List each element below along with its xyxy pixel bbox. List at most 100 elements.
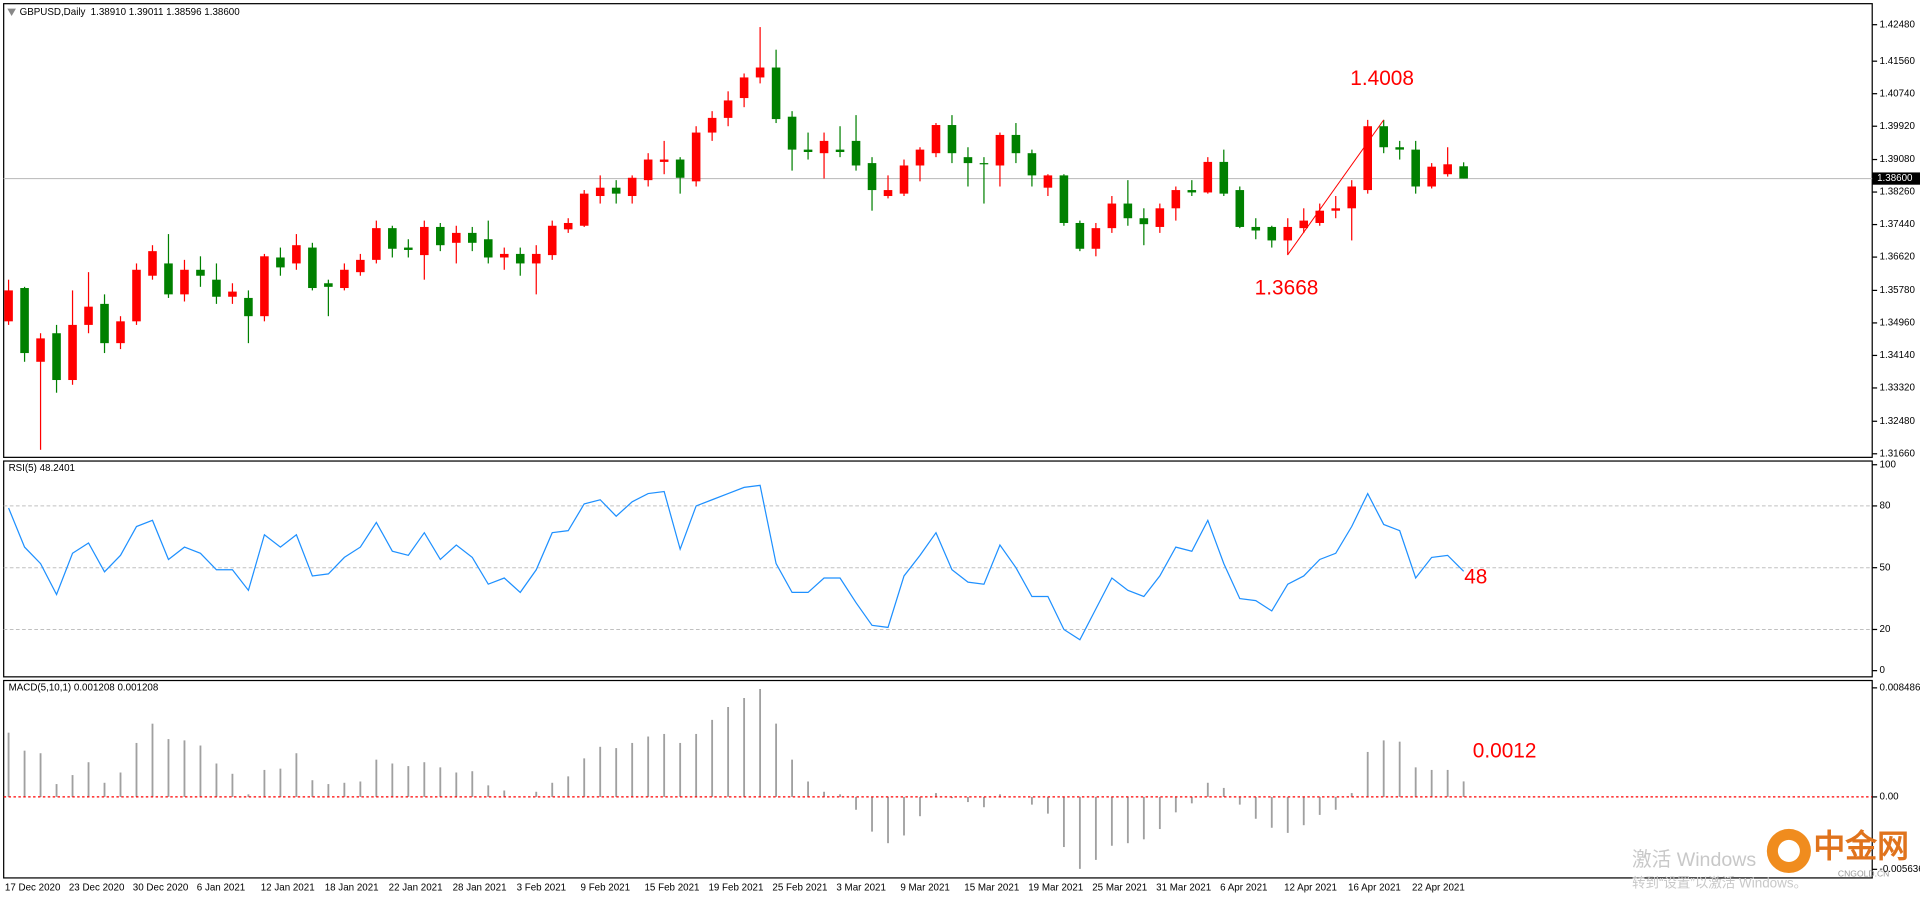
- y-tick-label: 1.32480: [1880, 416, 1916, 427]
- candle-body: [467, 232, 477, 243]
- candle-body: [1091, 228, 1101, 249]
- candle-body: [931, 125, 941, 154]
- candle-body: [212, 279, 221, 297]
- candle-body: [691, 132, 701, 182]
- x-tick-label: 9 Feb 2021: [581, 882, 631, 893]
- last-price-box: [1872, 172, 1920, 185]
- candle-body: [164, 263, 173, 295]
- x-tick-label: 17 Dec 2020: [5, 882, 61, 893]
- annotation: 1.3668: [1255, 277, 1319, 300]
- candle-body: [68, 324, 77, 381]
- candle-body: [1123, 203, 1133, 219]
- x-tick-label: 19 Mar 2021: [1028, 882, 1083, 893]
- candle-body: [324, 283, 333, 287]
- quote: 1.38910 1.39011 1.38596 1.38600: [91, 7, 241, 18]
- candle-body: [1363, 126, 1372, 191]
- y-tick-label: 1.35780: [1880, 285, 1916, 296]
- candle-body: [292, 245, 301, 264]
- y-tick-label: 0.008486: [1880, 682, 1920, 693]
- candle-body: [1443, 164, 1452, 175]
- candle-body: [643, 159, 653, 181]
- y-tick-label: 1.34960: [1880, 318, 1916, 329]
- candle-body: [867, 163, 877, 191]
- candle-body: [595, 187, 605, 197]
- candle-body: [563, 222, 573, 230]
- x-tick-label: 28 Jan 2021: [453, 882, 507, 893]
- x-tick-label: 25 Feb 2021: [772, 882, 827, 893]
- y-tick-label: 1.34140: [1880, 350, 1916, 361]
- x-tick-label: 30 Dec 2020: [133, 882, 189, 893]
- candle-body: [1395, 147, 1404, 150]
- candle-body: [963, 157, 973, 164]
- candle-body: [1187, 190, 1197, 193]
- candle-body: [659, 159, 669, 162]
- annotation: 0.0012: [1473, 740, 1537, 763]
- candle-body: [1155, 208, 1165, 227]
- candle-body: [1171, 190, 1181, 209]
- candle-body: [116, 321, 125, 344]
- candle-body: [499, 253, 509, 258]
- candle-body: [308, 247, 317, 289]
- candle-body: [1379, 126, 1388, 148]
- x-tick-label: 12 Jan 2021: [261, 882, 315, 893]
- candle-body: [196, 269, 205, 276]
- candle-body: [547, 225, 557, 256]
- macd-panel: [3, 679, 1873, 879]
- y-tick-label: 0.00: [1880, 792, 1900, 803]
- candle-body: [148, 251, 157, 276]
- x-tick-label: 3 Feb 2021: [517, 882, 567, 893]
- candle-body: [611, 187, 621, 194]
- x-tick-label: 23 Dec 2020: [69, 882, 125, 893]
- candle-body: [20, 288, 29, 354]
- y-tick-label: 1.31660: [1880, 448, 1916, 459]
- candle-body: [755, 67, 765, 78]
- rsi-line: [8, 484, 1465, 641]
- x-tick-label: 12 Apr 2021: [1284, 882, 1337, 893]
- x-tick-label: 3 Mar 2021: [836, 882, 886, 893]
- macd-title: MACD(5,10,1) 0.001208 0.001208: [9, 682, 159, 693]
- candle-body: [100, 303, 109, 344]
- candle-body: [579, 193, 589, 226]
- x-tick-label: 25 Mar 2021: [1092, 882, 1147, 893]
- candle-body: [1027, 153, 1037, 176]
- x-tick-label: 9 Mar 2021: [900, 882, 950, 893]
- candle-body: [4, 290, 13, 322]
- chart-title: GBPUSD,Daily: [20, 7, 86, 18]
- candle-body: [1251, 226, 1261, 231]
- candle-body: [436, 226, 445, 246]
- y-tick-label: 1.41560: [1880, 56, 1916, 67]
- candle-body: [1219, 161, 1229, 194]
- candle-body: [1427, 166, 1436, 187]
- candle-body: [515, 253, 525, 264]
- price-panel: [3, 3, 1873, 458]
- candle-body: [675, 159, 685, 178]
- y-tick-label: 100: [1880, 459, 1897, 470]
- watermark-title: 激活 Windows: [1632, 849, 1756, 871]
- logo-mark-inner: [1777, 839, 1800, 862]
- candle-body: [404, 247, 413, 250]
- trend-line: [1287, 119, 1385, 255]
- candle-body: [132, 269, 141, 322]
- candle-body: [180, 269, 189, 295]
- x-tick-label: 15 Feb 2021: [644, 882, 699, 893]
- y-tick-label: 0: [1880, 665, 1886, 676]
- candle-body: [36, 338, 45, 362]
- candle-body: [1043, 175, 1053, 188]
- candle-body: [372, 228, 381, 260]
- symbol-icon: [7, 8, 16, 16]
- candle-body: [84, 306, 93, 325]
- last-price-label: 1.38600: [1877, 173, 1913, 184]
- x-tick-label: 22 Apr 2021: [1412, 882, 1465, 893]
- y-tick-label: 1.33320: [1880, 383, 1916, 394]
- candle-body: [627, 177, 637, 197]
- annotation: 1.4008: [1350, 67, 1414, 90]
- x-tick-label: 15 Mar 2021: [964, 882, 1019, 893]
- candle-body: [1411, 149, 1420, 187]
- candle-body: [883, 190, 893, 197]
- candle-body: [1459, 166, 1468, 179]
- candle-body: [1107, 203, 1117, 229]
- candle-body: [1235, 190, 1245, 227]
